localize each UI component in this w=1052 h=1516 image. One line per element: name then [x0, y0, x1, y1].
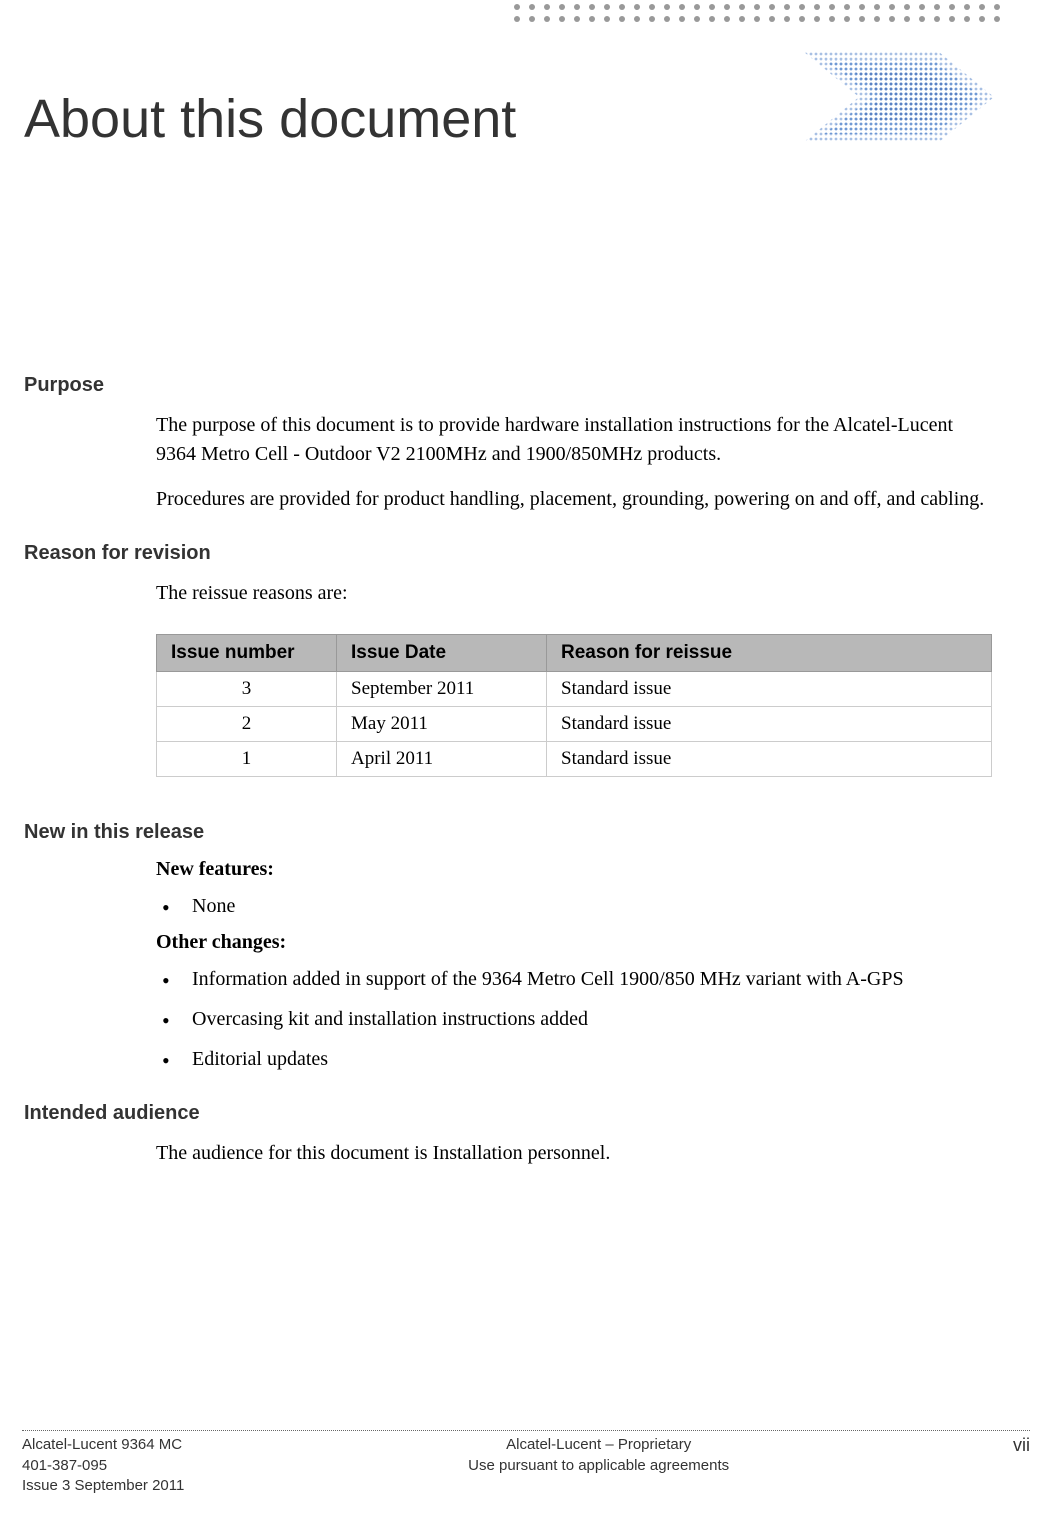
header-dots-decoration: [514, 4, 1004, 34]
heading-purpose: Purpose: [24, 374, 1052, 397]
footer-proprietary: Alcatel-Lucent – Proprietary: [468, 1435, 729, 1455]
section-purpose: Purpose The purpose of this document is …: [0, 374, 1052, 514]
footer-product: Alcatel-Lucent 9364 MC: [22, 1435, 184, 1455]
page-footer: Alcatel-Lucent 9364 MC 401-387-095 Issue…: [22, 1430, 1030, 1496]
footer-issue: Issue 3 September 2011: [22, 1476, 184, 1496]
table-header-issue-number: Issue number: [157, 635, 337, 672]
list-item: Information added in support of the 9364…: [156, 964, 992, 994]
cell-issue-date: September 2011: [337, 672, 547, 707]
cell-issue-number: 3: [157, 672, 337, 707]
heading-new-release: New in this release: [24, 821, 1052, 844]
arrow-graphic-icon: [784, 42, 1004, 182]
content-area: Purpose The purpose of this document is …: [0, 374, 1052, 1196]
section-new-release: New in this release New features: None O…: [0, 821, 1052, 1074]
revision-table: Issue number Issue Date Reason for reiss…: [156, 634, 992, 777]
revision-intro: The reissue reasons are:: [156, 579, 992, 608]
purpose-paragraph-2: Procedures are provided for product hand…: [156, 485, 992, 514]
table-header-reason: Reason for reissue: [547, 635, 992, 672]
footer-usage: Use pursuant to applicable agreements: [468, 1456, 729, 1476]
page-title: About this document: [24, 88, 516, 150]
section-audience: Intended audience The audience for this …: [0, 1102, 1052, 1168]
heading-revision: Reason for revision: [24, 542, 1052, 565]
cell-reason: Standard issue: [547, 742, 992, 777]
footer-page-number: vii: [1013, 1435, 1030, 1456]
new-features-label: New features:: [156, 858, 1052, 881]
footer-docnum: 401-387-095: [22, 1456, 184, 1476]
cell-reason: Standard issue: [547, 707, 992, 742]
cell-issue-number: 2: [157, 707, 337, 742]
table-row: 3September 2011Standard issue: [157, 672, 992, 707]
section-revision: Reason for revision The reissue reasons …: [0, 542, 1052, 777]
list-item: None: [156, 891, 992, 921]
footer-center: Alcatel-Lucent – Proprietary Use pursuan…: [468, 1435, 729, 1476]
table-row: 2May 2011Standard issue: [157, 707, 992, 742]
cell-issue-date: May 2011: [337, 707, 547, 742]
new-features-list: None: [156, 891, 992, 921]
table-row: 1April 2011Standard issue: [157, 742, 992, 777]
footer-left: Alcatel-Lucent 9364 MC 401-387-095 Issue…: [22, 1435, 184, 1496]
footer-rule: [22, 1430, 1030, 1431]
purpose-paragraph-1: The purpose of this document is to provi…: [156, 411, 992, 469]
heading-audience: Intended audience: [24, 1102, 1052, 1125]
cell-issue-date: April 2011: [337, 742, 547, 777]
list-item: Editorial updates: [156, 1044, 992, 1074]
table-header-row: Issue number Issue Date Reason for reiss…: [157, 635, 992, 672]
table-header-issue-date: Issue Date: [337, 635, 547, 672]
cell-reason: Standard issue: [547, 672, 992, 707]
cell-issue-number: 1: [157, 742, 337, 777]
audience-paragraph: The audience for this document is Instal…: [156, 1139, 992, 1168]
other-changes-list: Information added in support of the 9364…: [156, 964, 992, 1074]
list-item: Overcasing kit and installation instruct…: [156, 1004, 992, 1034]
other-changes-label: Other changes:: [156, 931, 1052, 954]
